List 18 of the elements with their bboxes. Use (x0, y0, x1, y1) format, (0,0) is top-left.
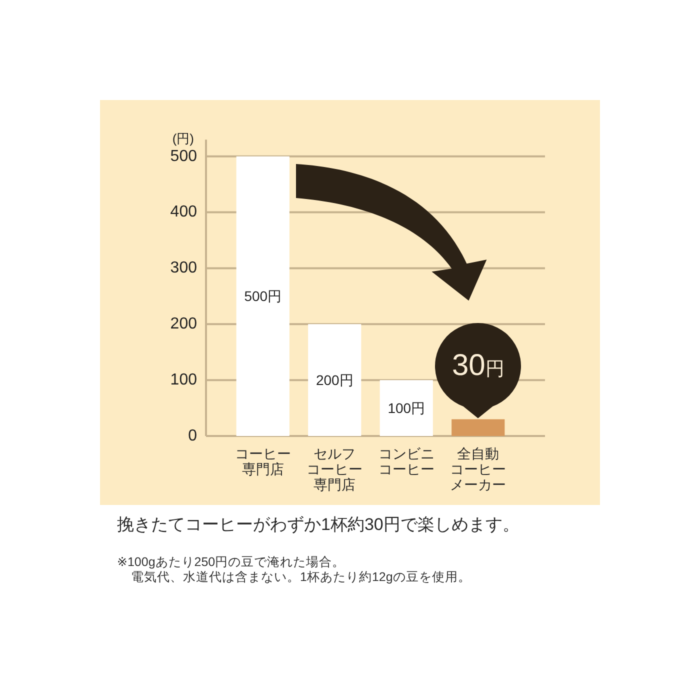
x-tick-label: コーヒー専門店 (234, 446, 291, 477)
text: 挽きたてコーヒーがわずか1杯約30円で楽しめます。 (117, 515, 520, 536)
y-tick-label: 100 (170, 371, 198, 388)
y-tick-label: 300 (170, 260, 198, 277)
text: 電気代、水道代は含まない。1杯あたり約12gの豆を使用。 (130, 570, 471, 585)
text: ※100gあたり250円の豆で淹れた場合。 (117, 555, 346, 570)
y-tick-label: 200 (170, 316, 198, 333)
x-tick-label: コンビニコーヒー (378, 446, 434, 477)
x-tick-label: 全自動コーヒーメーカー (450, 446, 506, 492)
data-label: 30円 (452, 349, 504, 382)
y-axis-title: (円) (172, 131, 194, 146)
y-tick-label: 400 (170, 204, 198, 221)
data-label: 500円 (244, 288, 282, 304)
x-tick-label: セルフコーヒー専門店 (306, 446, 363, 492)
y-tick-label: 0 (188, 427, 198, 444)
data-label: 200円 (316, 372, 354, 388)
data-label: 100円 (388, 400, 426, 416)
y-tick-label: 500 (170, 148, 198, 165)
